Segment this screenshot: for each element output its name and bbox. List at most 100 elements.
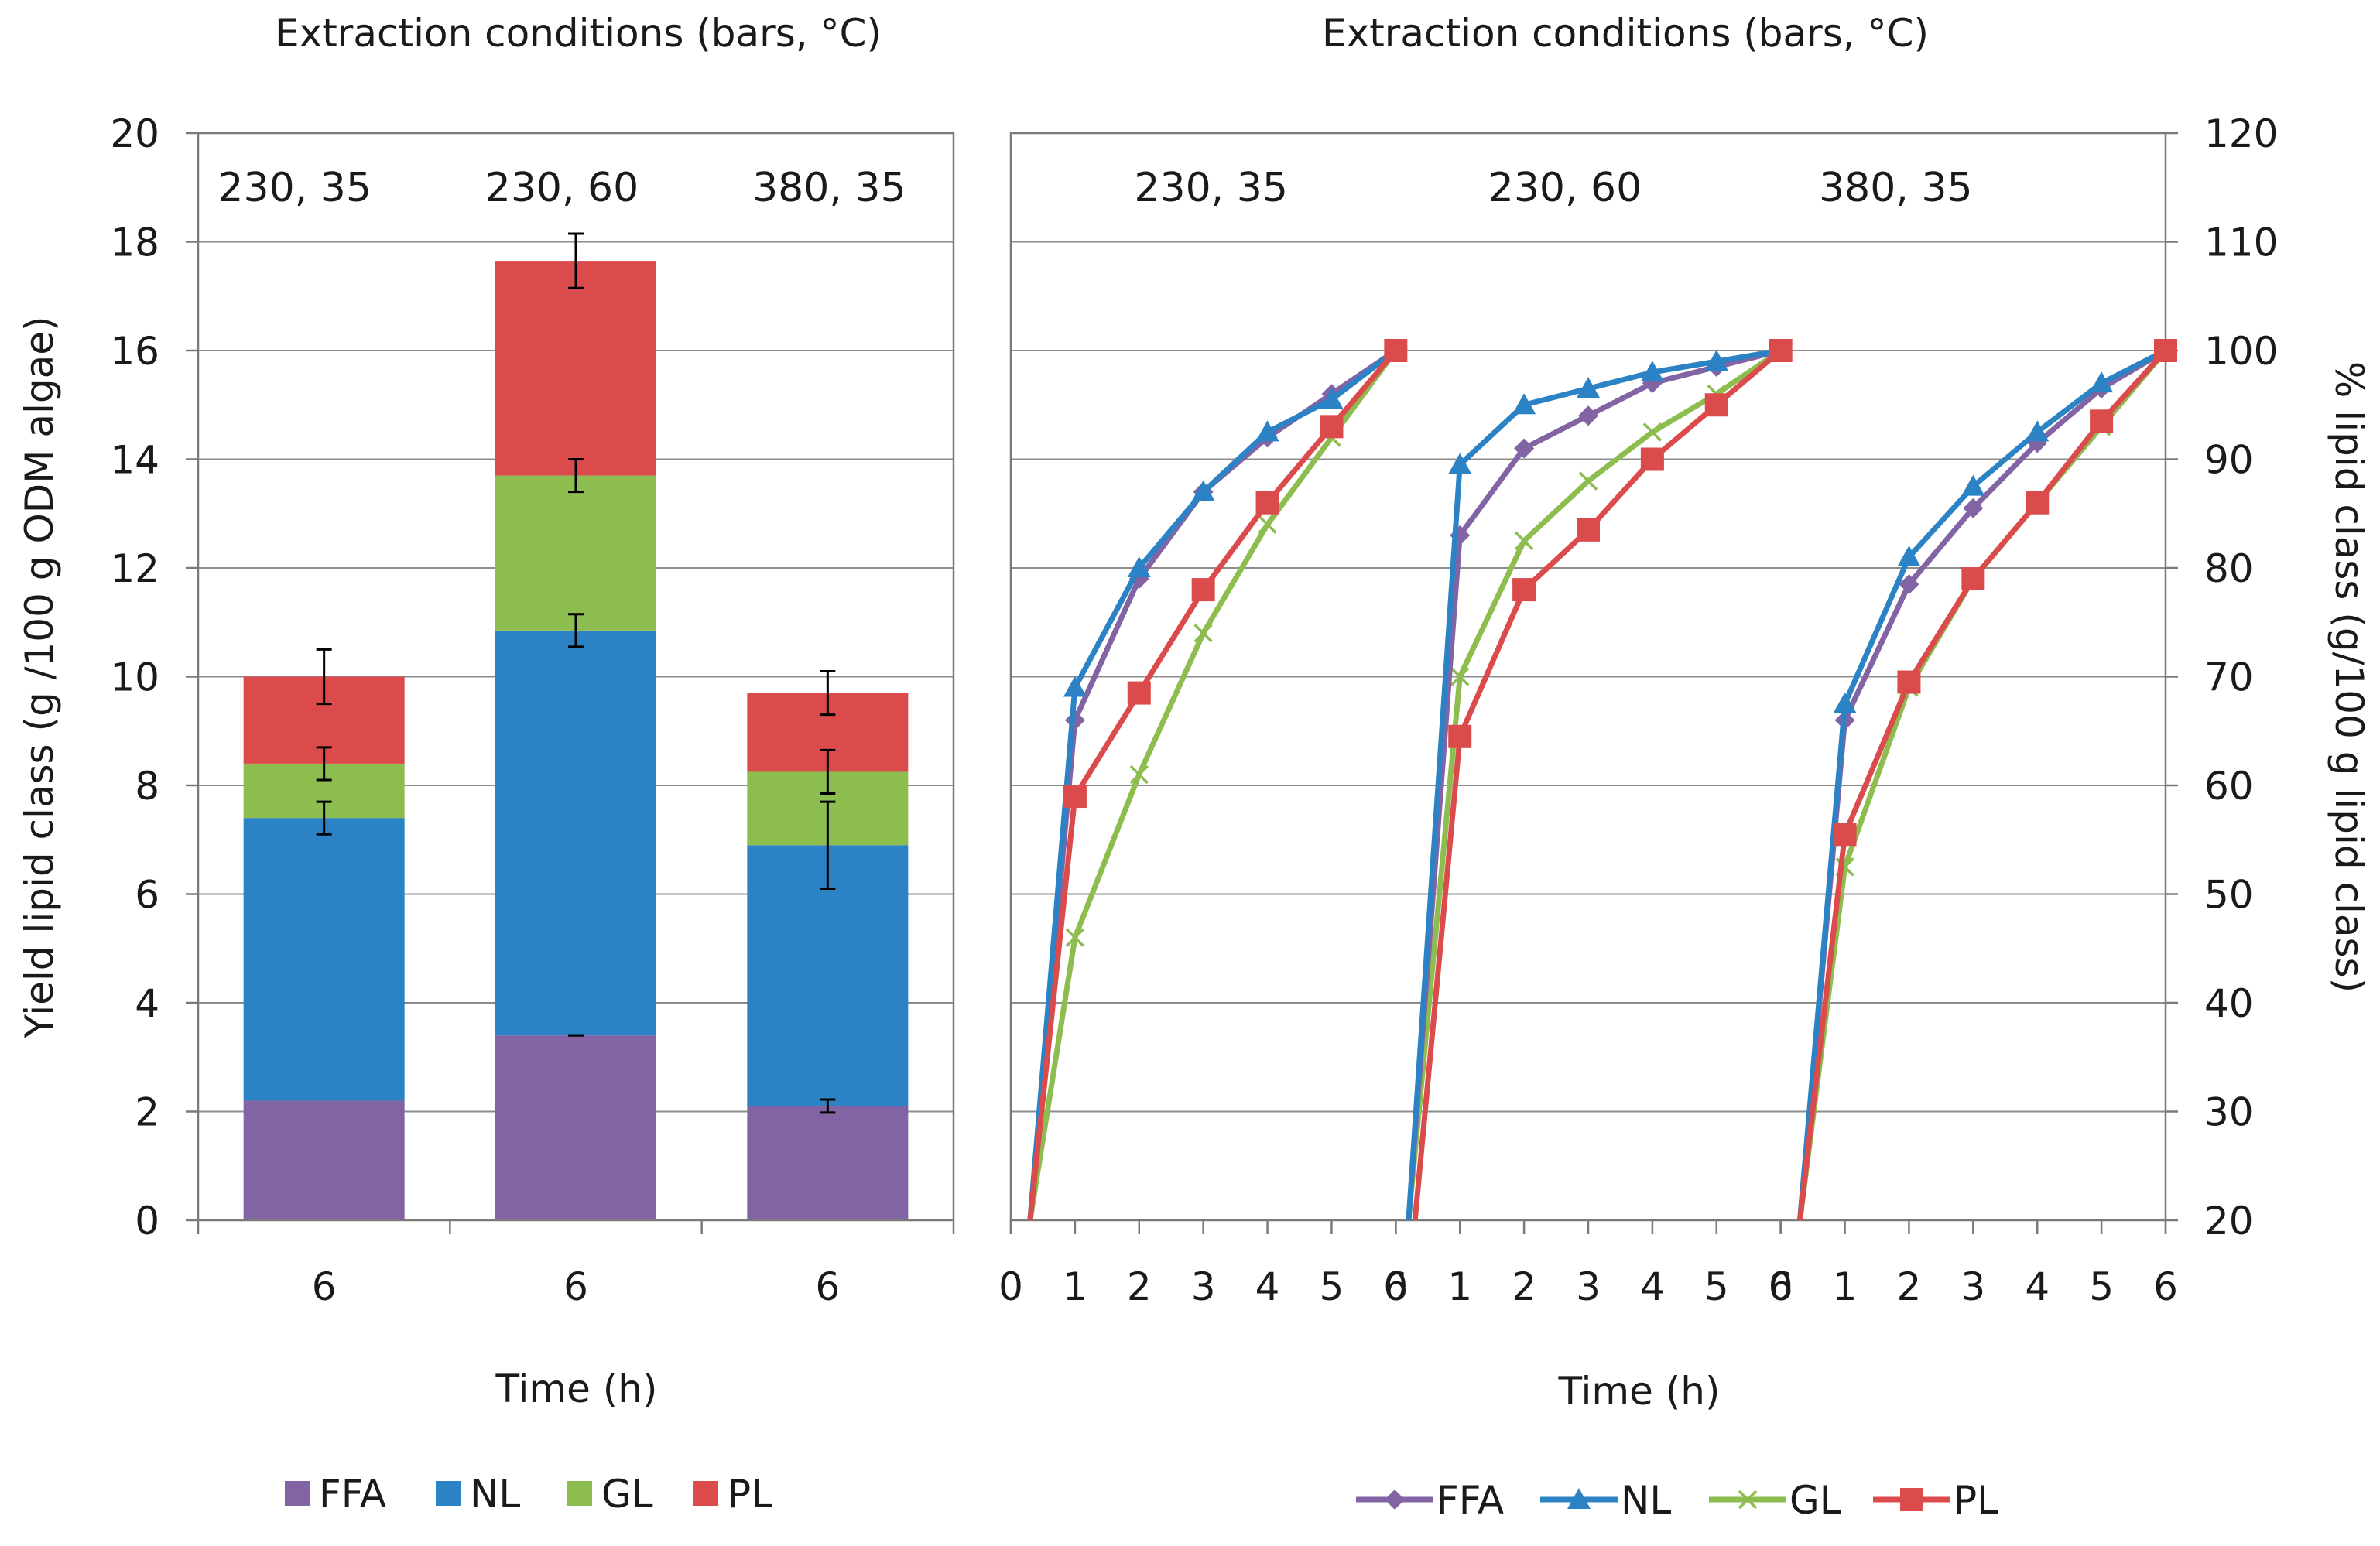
bar-chart-y-tick-labels: 0 2 4 6 8 10 12 14 16 18 20 [110,111,159,1243]
bar-segment-gl [495,475,656,631]
bar-segment-ffa [243,1100,405,1220]
bar-chart-x-tick-label: 6 [563,1264,588,1309]
legend-label-nl: NL [470,1472,520,1517]
legend-label-ffa: FFA [1437,1478,1504,1523]
line-chart-condition-label: 230, 35 [1134,165,1287,211]
bar-segment-ffa [747,1106,909,1220]
line-chart-x-tick-label: 3 [1191,1264,1216,1309]
line-point-pl [1320,415,1344,439]
line-point-nl [1640,361,1664,382]
line-chart-x-tick-label: 4 [1255,1264,1280,1309]
line-chart-x-tick-label: 4 [2025,1264,2050,1309]
bar-chart-condition-label: 230, 60 [485,165,639,211]
line-point-nl [1191,480,1215,501]
bar-chart-error-bars [316,232,836,1114]
bar-segment-pl [495,261,656,476]
line-chart-x-tick-label: 5 [1320,1264,1344,1309]
line-point-gl [1578,471,1598,491]
line-point-pl [1191,578,1215,602]
bar-chart-x-tick-label: 6 [312,1264,337,1309]
line-chart-y-tick-label: 30 [2204,1090,2254,1135]
line-point-pl [1063,785,1087,809]
bar-segment-nl [495,630,656,1036]
bar-chart-condition-label: 380, 35 [752,165,906,211]
line-point-nl [1897,545,1921,566]
line-point-pl [1255,491,1279,515]
line-point-nl [1577,377,1600,398]
line-point-pl [1704,393,1728,417]
line-chart-x-tick-label: 0 [998,1264,1023,1309]
line-point-nl [1833,692,1857,713]
line-point-pl [2090,409,2114,433]
line-point-ffa [1385,1490,1405,1510]
legend-swatch-ffa [285,1481,310,1506]
line-chart-x-tick-label: 2 [1512,1264,1536,1309]
line-point-pl [1448,724,1472,748]
line-chart-x-tick-label: 2 [1897,1264,1922,1309]
bar-chart-y-tick-label: 10 [110,655,159,700]
bar-chart-x-axis-label: Time (h) [495,1366,658,1411]
line-chart-x-tick-label: 1 [1447,1264,1472,1309]
line-point-pl [1961,567,1985,591]
bar-chart-x-tick-label: 6 [815,1264,840,1309]
line-chart-series [1027,339,2177,1221]
bar-chart-legend: FFA NL GL PL [285,1472,772,1517]
line-point-nl [2026,420,2050,442]
line-chart-y-tick-label: 80 [2204,546,2254,591]
bar-chart-y-axis-label: Yield lipid class (g /100 g ODM algae) [17,316,62,1038]
bar-chart-y-tick-label: 8 [135,764,159,809]
line-point-gl [1193,624,1213,643]
line-point-pl [2026,491,2050,515]
line-chart-y-tick-label: 90 [2204,438,2254,483]
line-chart-y-tick-label: 20 [2204,1199,2254,1243]
bar-chart-title: Extraction conditions (bars, °C) [275,11,882,56]
line-point-ffa [1963,498,1984,518]
line-point-pl [1577,518,1600,542]
line-point-pl [1897,670,1921,694]
line-point-nl [1448,453,1472,474]
line-chart-x-tick-label: 5 [1704,1264,1729,1309]
line-point-nl [1320,388,1344,409]
line-chart-x-tick-label: 6 [1769,1264,1793,1309]
bar-chart-y-tick-label: 14 [110,438,159,483]
bar-chart-y-tick-label: 18 [110,221,159,265]
stacked-bar-chart: Extraction conditions (bars, °C) 0 2 4 6 8 10… [17,11,955,1517]
line-point-nl [1567,1488,1591,1509]
line-point-nl [1063,676,1087,697]
bar-chart-y-tick-label: 6 [135,873,159,918]
bar-chart-plot-frame [197,132,955,1222]
line-chart-condition-label: 230, 60 [1488,165,1642,211]
line-point-pl [2154,339,2177,362]
line-point-nl [1255,420,1279,442]
line-point-gl [1065,928,1085,947]
line-chart: Extraction conditions (bars, °C) 2030405… [998,11,2371,1523]
bar-chart-bars [243,261,909,1220]
line-chart-y-tick-labels: 20 30 40 50 60 70 80 90 100 110 120 [2204,111,2278,1243]
line-chart-condition-label: 380, 35 [1819,165,1972,211]
legend-label-pl: PL [1954,1478,1998,1523]
line-chart-x-tick-label: 1 [1063,1264,1087,1309]
line-chart-x-tick-labels: 0 1 2 3 4 5 60 1 2 3 4 5 60 1 2 3 4 5 6 [998,1264,2178,1309]
line-point-nl [1704,350,1728,371]
line-point-gl [1258,515,1277,535]
line-point-pl [1640,447,1664,471]
line-chart-condition-labels: 230, 35 230, 60 380, 35 [1134,165,1972,211]
legend-swatch-nl [436,1481,461,1506]
line-chart-x-tick-label: 6 [2153,1264,2178,1309]
line-chart-y-tick-label: 70 [2204,655,2254,700]
line-point-gl [1642,422,1663,442]
line-chart-y-tick-label: 120 [2204,111,2278,156]
bar-segment-nl [243,818,405,1101]
legend-label-gl: GL [601,1472,653,1517]
line-point-nl [2090,371,2114,393]
line-point-gl [1450,667,1470,686]
line-chart-x-tick-label: 4 [1640,1264,1665,1309]
bar-chart-y-tick-label: 4 [135,981,159,1026]
bar-chart-y-tick-label: 20 [110,111,159,156]
line-point-nl [1127,556,1151,577]
bar-chart-x-tick-labels: 6 6 6 [197,1220,955,1309]
line-chart-x-tick-label: 5 [2089,1264,2114,1309]
line-chart-x-axis-label: Time (h) [1558,1369,1721,1414]
line-point-gl [1738,1490,1758,1510]
